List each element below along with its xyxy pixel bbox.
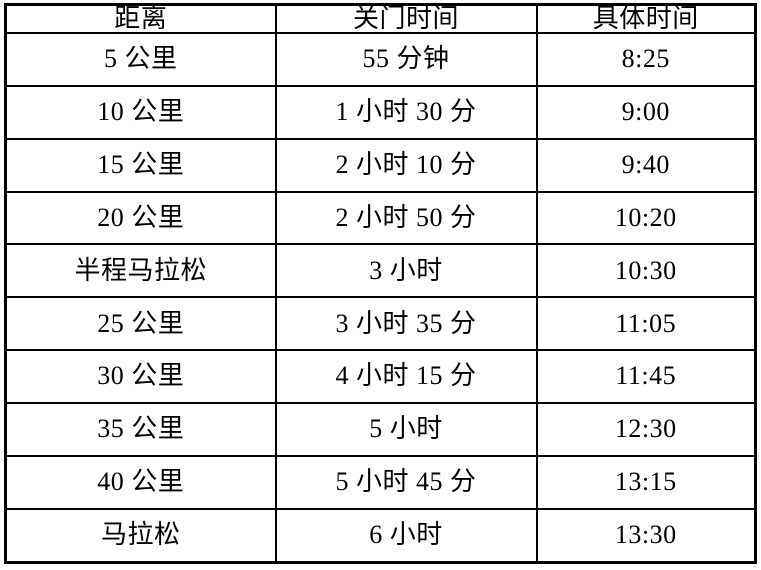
- cell-distance: 马拉松: [4, 507, 277, 564]
- table-row: 半程马拉松 3 小时 10:30: [4, 243, 757, 299]
- cell-distance: 20 公里: [4, 190, 277, 246]
- table-header-row: 距离 关门时间 具体时间: [4, 3, 757, 34]
- cell-cutoff-duration: 2 小时 50 分: [274, 190, 538, 246]
- table-row: 10 公里 1 小时 30 分 9:00: [4, 84, 757, 140]
- cell-distance: 15 公里: [4, 137, 277, 193]
- table-row: 25 公里 3 小时 35 分 11:05: [4, 296, 757, 352]
- table-row: 40 公里 5 小时 45 分 13:15: [4, 454, 757, 510]
- cell-specific-time: 8:25: [535, 32, 757, 87]
- cell-cutoff-duration: 3 小时 35 分: [274, 296, 538, 352]
- column-header-cutoff-duration: 关门时间: [274, 3, 538, 34]
- cell-specific-time: 11:05: [535, 296, 757, 352]
- cell-distance: 30 公里: [4, 349, 277, 404]
- column-header-specific-time: 具体时间: [535, 3, 757, 34]
- cell-distance: 35 公里: [4, 401, 277, 457]
- cell-specific-time: 13:30: [535, 507, 757, 564]
- table-row: 15 公里 2 小时 10 分 9:40: [4, 137, 757, 193]
- cell-cutoff-duration: 2 小时 10 分: [274, 137, 538, 193]
- cell-specific-time: 13:15: [535, 454, 757, 510]
- table-row: 20 公里 2 小时 50 分 10:20: [4, 190, 757, 246]
- cell-specific-time: 12:30: [535, 401, 757, 457]
- cell-cutoff-duration: 3 小时: [274, 243, 538, 299]
- cell-specific-time: 11:45: [535, 349, 757, 404]
- table-row: 马拉松 6 小时 13:30: [4, 507, 757, 564]
- cell-cutoff-duration: 55 分钟: [274, 32, 538, 87]
- cell-cutoff-duration: 4 小时 15 分: [274, 349, 538, 404]
- cell-distance: 40 公里: [4, 454, 277, 510]
- column-header-distance: 距离: [4, 3, 277, 34]
- cell-distance: 25 公里: [4, 296, 277, 352]
- table-row: 5 公里 55 分钟 8:25: [4, 32, 757, 87]
- cell-specific-time: 9:40: [535, 137, 757, 193]
- cell-specific-time: 10:20: [535, 190, 757, 246]
- cell-specific-time: 10:30: [535, 243, 757, 299]
- cell-cutoff-duration: 5 小时: [274, 401, 538, 457]
- cell-distance: 半程马拉松: [4, 243, 277, 299]
- table-row: 35 公里 5 小时 12:30: [4, 401, 757, 457]
- cell-distance: 5 公里: [4, 32, 277, 87]
- cell-cutoff-duration: 1 小时 30 分: [274, 84, 538, 140]
- cell-cutoff-duration: 6 小时: [274, 507, 538, 564]
- cell-cutoff-duration: 5 小时 45 分: [274, 454, 538, 510]
- cutoff-time-table: 距离 关门时间 具体时间 5 公里 55 分钟 8:25 10 公里 1 小时 …: [4, 3, 757, 564]
- table-row: 30 公里 4 小时 15 分 11:45: [4, 349, 757, 404]
- cell-specific-time: 9:00: [535, 84, 757, 140]
- cell-distance: 10 公里: [4, 84, 277, 140]
